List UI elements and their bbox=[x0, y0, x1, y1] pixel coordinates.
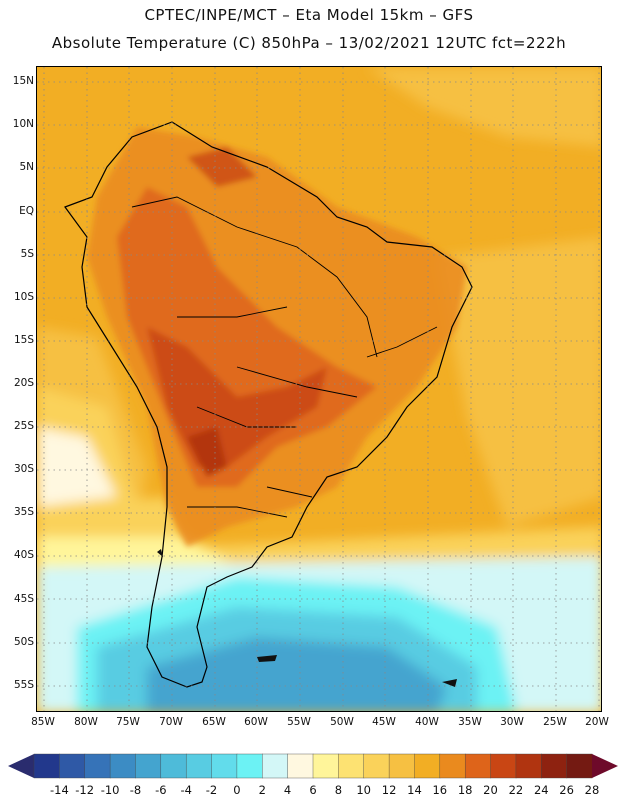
colorbar-label: 22 bbox=[508, 783, 524, 797]
lon-label-75w: 75W bbox=[116, 716, 140, 728]
colorbar-label: -10 bbox=[100, 783, 120, 797]
lat-label-55s: 55S bbox=[13, 679, 34, 691]
lat-label-50s: 50S bbox=[13, 636, 34, 648]
lon-label-70w: 70W bbox=[159, 716, 183, 728]
colorbar-cells bbox=[33, 753, 593, 779]
lat-label-40s: 40S bbox=[13, 549, 34, 561]
lon-label-20w: 20W bbox=[585, 716, 609, 728]
lon-label-65w: 65W bbox=[202, 716, 226, 728]
lon-label-50w: 50W bbox=[330, 716, 354, 728]
title-line-1: CPTEC/INPE/MCT – Eta Model 15km – GFS bbox=[144, 6, 474, 24]
colorbar-cell bbox=[541, 753, 568, 779]
lat-label-10s: 10S bbox=[13, 291, 34, 303]
lat-label-20s: 20S bbox=[13, 377, 34, 389]
colorbar-cell bbox=[388, 753, 415, 779]
colorbar-label: 26 bbox=[559, 783, 574, 797]
lat-label-15n: 15N bbox=[12, 75, 34, 87]
lon-label-85w: 85W bbox=[31, 716, 55, 728]
colorbar-cell bbox=[135, 753, 162, 779]
colorbar-label: -2 bbox=[205, 783, 218, 797]
colorbar-label: -8 bbox=[129, 783, 142, 797]
lon-label-60w: 60W bbox=[244, 716, 268, 728]
colorbar-cell bbox=[109, 753, 136, 779]
colorbar-low-arrow bbox=[8, 754, 34, 778]
colorbar-label: 14 bbox=[407, 783, 422, 797]
lat-label-10n: 10N bbox=[12, 118, 34, 130]
colorbar-label: 28 bbox=[584, 783, 600, 797]
temperature-colorbar bbox=[8, 753, 618, 779]
lat-lon-grid bbox=[37, 67, 601, 711]
colorbar-cell bbox=[262, 753, 289, 779]
lat-label-35s: 35S bbox=[13, 506, 34, 518]
colorbar-cell bbox=[185, 753, 213, 779]
map-svg bbox=[37, 67, 601, 711]
colorbar-cell bbox=[439, 753, 466, 779]
colorbar-label: 10 bbox=[356, 783, 371, 797]
lon-label-45w: 45W bbox=[372, 716, 396, 728]
colorbar-label: 4 bbox=[283, 783, 292, 797]
lon-label-80w: 80W bbox=[74, 716, 98, 728]
south-america-coastline bbox=[64, 121, 473, 688]
lon-label-35w: 35W bbox=[458, 716, 482, 728]
colorbar-label: 2 bbox=[258, 783, 266, 797]
colorbar-label: 16 bbox=[432, 783, 448, 797]
lat-label-5s: 5S bbox=[20, 248, 34, 260]
land-field-venezuela-warm bbox=[187, 147, 257, 187]
temperature-map bbox=[36, 66, 602, 712]
colorbar-cell bbox=[515, 753, 542, 779]
band-neg4-south bbox=[147, 637, 447, 711]
band-14-16-north bbox=[367, 67, 601, 147]
colorbar-cell bbox=[363, 753, 390, 779]
lon-label-30w: 30W bbox=[500, 716, 524, 728]
colorbar-cell bbox=[338, 753, 365, 779]
colorbar-label: 0 bbox=[233, 783, 241, 797]
colorbar-cell bbox=[490, 753, 517, 779]
lon-label-55w: 55W bbox=[287, 716, 311, 728]
colorbar-label: 8 bbox=[334, 783, 343, 797]
colorbar-label: 12 bbox=[381, 783, 397, 797]
land-field-24-26 bbox=[187, 427, 227, 477]
colorbar-high-arrow bbox=[592, 754, 618, 778]
land-field-22-24 bbox=[147, 327, 327, 467]
colorbar-label: -6 bbox=[155, 783, 167, 797]
colorbar-label: -12 bbox=[75, 783, 95, 797]
lat-label-25s: 25S bbox=[13, 420, 34, 432]
lat-label-45s: 45S bbox=[13, 593, 34, 605]
lon-label-25w: 25W bbox=[543, 716, 567, 728]
colorbar-cell bbox=[160, 753, 187, 779]
colorbar-cell bbox=[414, 753, 441, 779]
colorbar-label: 24 bbox=[533, 783, 549, 797]
colorbar-cell bbox=[33, 753, 60, 779]
colorbar-cell bbox=[59, 753, 86, 779]
lat-label-eq: EQ bbox=[19, 205, 34, 217]
colorbar-cell bbox=[236, 753, 263, 779]
colorbar-cell bbox=[464, 753, 492, 779]
colorbar-label: 6 bbox=[309, 783, 317, 797]
title-line-2: Absolute Temperature (C) 850hPa – 13/02/… bbox=[51, 34, 567, 52]
colorbar-label: -4 bbox=[180, 783, 192, 797]
colorbar-label: 20 bbox=[483, 783, 498, 797]
colorbar-cell bbox=[566, 753, 593, 779]
lon-label-40w: 40W bbox=[415, 716, 439, 728]
band-6-8-pacific bbox=[37, 427, 117, 507]
lat-label-5n: 5N bbox=[19, 161, 34, 173]
colorbar-cell bbox=[312, 753, 339, 779]
colorbar-cell bbox=[287, 753, 314, 779]
lat-label-15s: 15S bbox=[13, 334, 34, 346]
band-14-16-atlantic bbox=[437, 237, 601, 527]
colorbar-cell bbox=[84, 753, 111, 779]
colorbar-label: 18 bbox=[457, 783, 473, 797]
colorbar-label: -14 bbox=[49, 783, 69, 797]
lat-label-30s: 30S bbox=[13, 463, 34, 475]
colorbar-cell bbox=[211, 753, 238, 779]
